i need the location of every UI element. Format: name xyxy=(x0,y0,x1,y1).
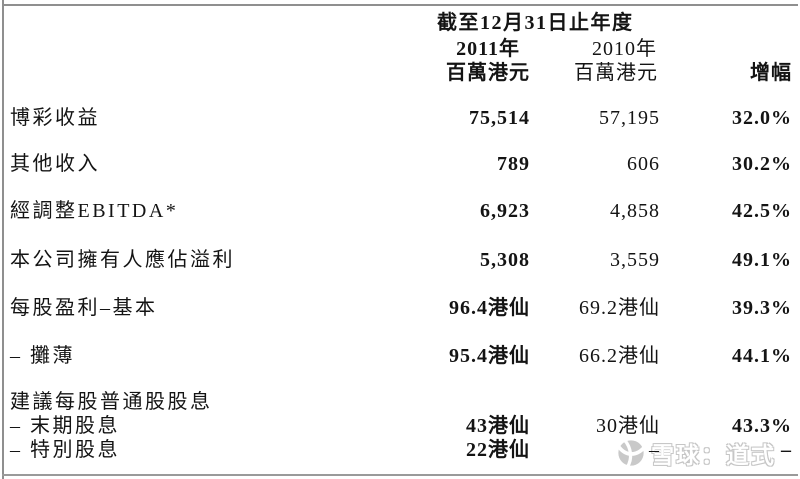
value-change: 30.2% xyxy=(732,153,792,175)
year-header-row: 2011年 2010年 xyxy=(4,37,792,61)
value-change: – xyxy=(781,439,792,461)
watermark-text: 雪球：道式 xyxy=(651,442,776,468)
period-header: 截至12月31日止年度 xyxy=(437,12,634,34)
row-label: 經調整EBITDA* xyxy=(10,200,179,222)
value-2010: 4,858 xyxy=(610,200,660,222)
value-2010: 30港仙 xyxy=(596,415,660,437)
row-label: 每股盈利–基本 xyxy=(10,297,158,319)
left-border-line xyxy=(2,0,4,479)
unit-header-spacer xyxy=(4,61,430,85)
row-label: – 攤薄 xyxy=(10,345,75,367)
value-2010: 66.2港仙 xyxy=(579,345,660,367)
table-row-gaming-revenue: 博彩收益 75,514 57,195 32.0% xyxy=(4,106,792,130)
value-2010 xyxy=(530,390,660,414)
row-label: 其他收入 xyxy=(10,153,100,175)
value-2011: 96.4港仙 xyxy=(449,297,530,319)
row-label: 博彩收益 xyxy=(10,107,100,129)
value-2010: 69.2港仙 xyxy=(579,297,660,319)
unit-header-row: 百萬港元 百萬港元 增幅 xyxy=(4,61,792,85)
year-header-spacer xyxy=(4,37,430,61)
column-header-change: 增幅 xyxy=(750,62,792,84)
value-2011: 22港仙 xyxy=(466,439,530,461)
unit-header-2010: 百萬港元 xyxy=(574,62,658,84)
bottom-border-line xyxy=(2,474,798,476)
top-border-line xyxy=(2,4,798,6)
value-2011 xyxy=(430,390,530,414)
value-change: 43.3% xyxy=(732,415,792,437)
value-2010: 606 xyxy=(627,153,660,175)
table-row-special-dividend: – 特別股息 22港仙 – – xyxy=(4,438,792,462)
value-2011: 5,308 xyxy=(480,249,530,271)
column-header-2010: 2010年 xyxy=(592,38,657,60)
row-label: – 末期股息 xyxy=(10,415,120,437)
value-2010: – xyxy=(649,439,660,461)
table-row-proposed-dividends: 建議每股普通股股息 xyxy=(4,390,792,414)
value-2010: 3,559 xyxy=(610,249,660,271)
year-header-spacer xyxy=(660,37,792,61)
value-change: 49.1% xyxy=(732,249,792,271)
table-row-profit-attributable: 本公司擁有人應佔溢利 5,308 3,559 49.1% xyxy=(4,248,792,272)
table-row-other-income: 其他收入 789 606 30.2% xyxy=(4,152,792,176)
value-2010: 57,195 xyxy=(599,107,660,129)
value-change: 32.0% xyxy=(732,107,792,129)
value-change: 42.5% xyxy=(732,200,792,222)
value-2011: 75,514 xyxy=(469,107,530,129)
xueqiu-watermark: 雪球：道式 xyxy=(616,436,776,470)
value-2011: 43港仙 xyxy=(466,415,530,437)
value-change: 39.3% xyxy=(732,297,792,319)
xueqiu-snowball-logo xyxy=(616,438,646,468)
table-row-adjusted-ebitda: 經調整EBITDA* 6,923 4,858 42.5% xyxy=(4,199,792,223)
value-change xyxy=(660,390,792,414)
value-change: 44.1% xyxy=(732,345,792,367)
row-label: 本公司擁有人應佔溢利 xyxy=(10,249,235,271)
column-header-2011: 2011年 xyxy=(456,38,520,60)
row-label: 建議每股普通股股息 xyxy=(10,391,213,413)
value-2011: 6,923 xyxy=(480,200,530,222)
table-row-final-dividend: – 末期股息 43港仙 30港仙 43.3% xyxy=(4,414,792,438)
table-row-eps-basic: 每股盈利–基本 96.4港仙 69.2港仙 39.3% xyxy=(4,296,792,320)
table-row-eps-diluted: – 攤薄 95.4港仙 66.2港仙 44.1% xyxy=(4,344,792,368)
unit-header-2011: 百萬港元 xyxy=(446,62,530,84)
row-label: – 特別股息 xyxy=(10,439,120,461)
value-2011: 95.4港仙 xyxy=(449,345,530,367)
value-2011: 789 xyxy=(497,153,530,175)
